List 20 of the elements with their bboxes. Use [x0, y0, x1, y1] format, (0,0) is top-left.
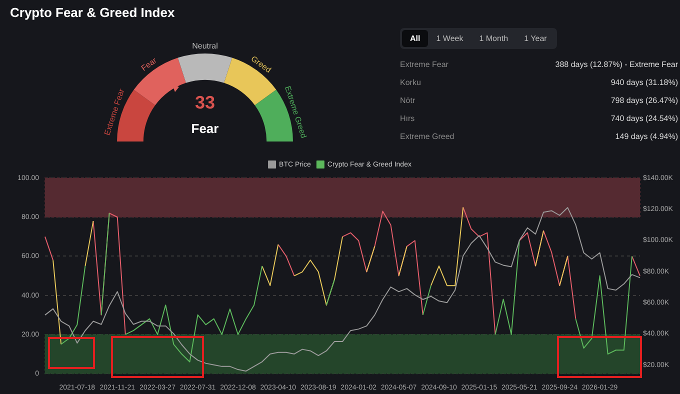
- category-label: Nötr: [400, 96, 416, 104]
- text: 388 days (12.87%) - Extreme Fear: [555, 60, 678, 68]
- slice-label: Neutral: [192, 42, 218, 51]
- chart-title: Crypto Fear & Greed Index: [10, 5, 175, 20]
- text: 1 Week: [435, 33, 464, 45]
- slice-label: Extreme Greed: [282, 84, 308, 140]
- text: 33: [194, 92, 216, 112]
- text: Fear: [191, 121, 219, 136]
- category-label: Hırs: [400, 114, 415, 122]
- text: All: [402, 30, 428, 47]
- text: 940 days (31.18%): [610, 78, 678, 86]
- category-label: Extreme Fear: [400, 60, 448, 68]
- slice-label: Fear: [140, 56, 159, 73]
- text: 798 days (26.47%): [610, 96, 678, 104]
- text: 1 Year: [523, 33, 548, 45]
- text: 1 Month: [478, 33, 510, 45]
- text: 740 days (24.54%): [610, 114, 678, 122]
- text: 149 days (4.94%): [615, 132, 678, 140]
- category-label: Extreme Greed: [400, 132, 454, 140]
- category-label: Korku: [400, 78, 421, 86]
